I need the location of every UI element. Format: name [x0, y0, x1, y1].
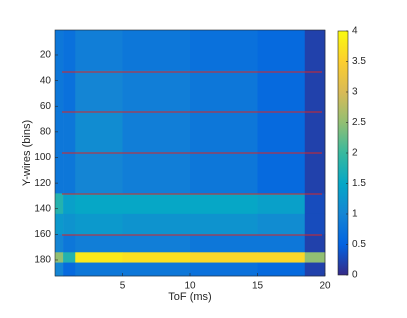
- heat-cell: [257, 70, 306, 112]
- y-tick-label: 120: [34, 178, 51, 189]
- heat-cell: [63, 234, 76, 253]
- heat-cell: [75, 193, 123, 215]
- heat-cell: [55, 30, 64, 71]
- x-tick-label: 20: [319, 281, 331, 292]
- heat-cell: [55, 70, 64, 112]
- colorbar-tick-label: 1: [352, 209, 358, 220]
- y-tick-label: 40: [40, 75, 52, 86]
- x-tick-label: 5: [120, 281, 126, 292]
- heat-cell: [190, 70, 258, 112]
- heat-cell: [75, 234, 123, 253]
- heat-cell: [122, 30, 191, 71]
- heat-cell: [190, 262, 258, 277]
- x-tick-label: 10: [184, 281, 196, 292]
- heat-cell: [257, 234, 306, 253]
- heat-cell: [122, 70, 191, 112]
- heat-cell: [304, 152, 326, 194]
- heat-cell: [190, 30, 258, 71]
- heat-cell: [190, 152, 258, 194]
- heat-cell: [257, 152, 306, 194]
- heat-cell: [55, 252, 64, 263]
- heat-cell: [122, 252, 191, 263]
- y-tick-label: 20: [40, 50, 52, 61]
- heat-cell: [304, 193, 326, 215]
- colorbar-tick-label: 4: [352, 26, 358, 37]
- y-tick-label: 60: [40, 101, 52, 112]
- colorbar-tick-label: 1.5: [352, 178, 366, 189]
- colorbar-tick-label: 0.5: [352, 239, 366, 250]
- x-tick-label: 15: [252, 281, 264, 292]
- heat-cell: [304, 234, 326, 253]
- heat-cell: [257, 262, 306, 277]
- heat-cell: [190, 213, 258, 235]
- heat-cell: [257, 111, 306, 153]
- heat-cell: [63, 262, 76, 277]
- heat-cell: [257, 252, 306, 263]
- heat-cell: [75, 152, 123, 194]
- heat-cell: [122, 234, 191, 253]
- heat-cell: [122, 193, 191, 215]
- heat-cell: [63, 252, 76, 263]
- heat-cell: [63, 152, 76, 194]
- heat-cell: [75, 262, 123, 277]
- colorbar-tick-label: 2.5: [352, 117, 366, 128]
- colorbar-tick-label: 3.5: [352, 56, 366, 67]
- heat-cell: [75, 70, 123, 112]
- heat-cell: [304, 30, 326, 71]
- heat-cell: [304, 70, 326, 112]
- heat-cell: [75, 213, 123, 235]
- heat-cell: [122, 152, 191, 194]
- y-tick-label: 180: [34, 255, 51, 266]
- heat-cell: [75, 30, 123, 71]
- y-tick-label: 100: [34, 152, 51, 163]
- y-tick-label: 140: [34, 203, 51, 214]
- x-axis-title: ToF (ms): [168, 291, 211, 303]
- heat-cell: [190, 111, 258, 153]
- heatmap: [55, 30, 326, 277]
- heat-cell: [190, 234, 258, 253]
- heat-cell: [75, 252, 123, 263]
- heat-cell: [304, 213, 326, 235]
- heat-cell: [63, 70, 76, 112]
- heat-cell: [55, 213, 64, 235]
- heat-cell: [75, 111, 123, 153]
- heat-cell: [63, 111, 76, 153]
- heat-cell: [122, 111, 191, 153]
- heat-cell: [304, 262, 326, 277]
- heat-cell: [55, 111, 64, 153]
- heat-cell: [55, 193, 64, 215]
- heat-cell: [63, 213, 76, 235]
- heat-cell: [55, 262, 64, 277]
- y-tick-label: 160: [34, 229, 51, 240]
- heat-cell: [63, 30, 76, 71]
- heat-cell: [257, 193, 306, 215]
- heat-cell: [190, 252, 258, 263]
- colorbar-tick-label: 2: [352, 148, 358, 159]
- heat-cell: [63, 193, 76, 215]
- heat-cell: [257, 213, 306, 235]
- heat-cell: [122, 262, 191, 277]
- heat-cell: [190, 193, 258, 215]
- heat-cell: [55, 234, 64, 253]
- wire-boundaries: [62, 71, 322, 236]
- heat-cell: [304, 252, 326, 263]
- y-axis-title: Y-wires (bins): [21, 120, 33, 186]
- colorbar-tick-label: 0: [352, 270, 358, 281]
- heat-cell: [122, 213, 191, 235]
- heat-cell: [257, 30, 306, 71]
- heat-cell: [55, 152, 64, 194]
- y-tick-label: 80: [40, 127, 52, 138]
- heat-cell: [304, 111, 326, 153]
- colorbar-tick-label: 3: [352, 87, 358, 98]
